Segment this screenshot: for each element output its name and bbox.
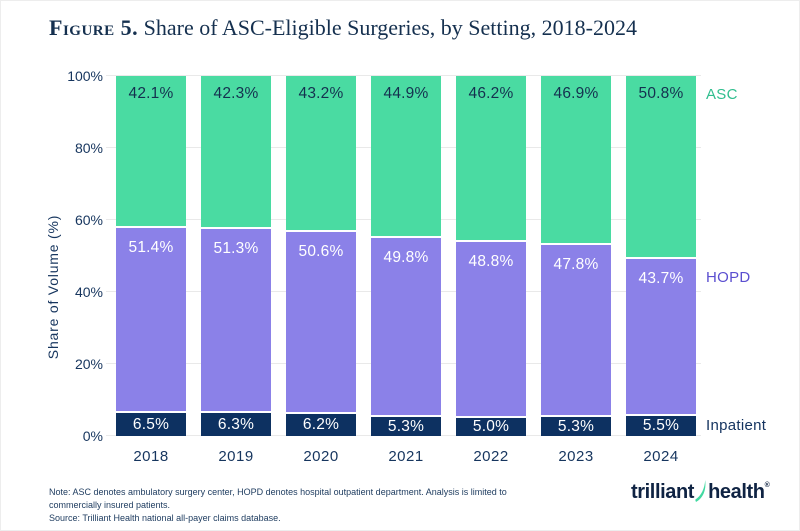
bar-value-label: 49.8% [383, 248, 429, 266]
bar-value-label: 43.7% [638, 269, 684, 287]
gridline-100 [106, 75, 701, 76]
x-tick-label-2020: 2020 [303, 448, 339, 465]
trilliant-health-logo: trilliant health ® [631, 480, 770, 505]
y-tick-label-80: 80% [74, 140, 103, 156]
bar-segment-asc-2024: 50.8% [626, 76, 696, 259]
y-tick-label-20: 20% [74, 356, 103, 372]
bar-2023: 5.3% 47.8% 46.9% [541, 76, 611, 436]
x-tick-label-2018: 2018 [133, 448, 169, 465]
bar-value-label: 50.6% [298, 242, 344, 260]
plot-area: 6.5% 51.4% 42.1% 2018 6.3% 51.3% 42.3% 2019 6.2%… [106, 75, 701, 465]
bar-value-label: 50.8% [638, 85, 684, 103]
bar-segment-hopd-2021: 49.8% [371, 237, 441, 417]
note-line-2: commercially insured patients. [49, 500, 171, 510]
bar-segment-inpatient-2022: 5.0% [456, 418, 526, 436]
logo-swoosh-icon [695, 480, 706, 502]
x-tick-label-2022: 2022 [473, 448, 509, 465]
source-line: Source: Trilliant Health national all-pa… [49, 513, 281, 523]
bar-value-label: 46.9% [553, 85, 599, 103]
bar-value-label: 51.3% [213, 239, 259, 257]
bar-2020: 6.2% 50.6% 43.2% [286, 76, 356, 436]
logo-word-health: health [708, 481, 765, 503]
bar-2022: 5.0% 48.8% 46.2% [456, 76, 526, 436]
bar-value-label: 5.5% [642, 417, 680, 435]
x-tick-label-2023: 2023 [558, 448, 594, 465]
y-tick-label-0: 0% [82, 428, 103, 444]
bar-value-label: 43.2% [298, 85, 344, 103]
note-line-1: Note: ASC denotes ambulatory surgery cen… [49, 487, 507, 497]
bar-value-label: 48.8% [468, 253, 514, 271]
bar-segment-asc-2021: 44.9% [371, 76, 441, 238]
bar-value-label: 5.0% [472, 418, 510, 436]
footnotes: Note: ASC denotes ambulatory surgery cen… [49, 486, 507, 525]
y-tick-label-60: 60% [74, 212, 103, 228]
bar-2021: 5.3% 49.8% 44.9% [371, 76, 441, 436]
x-tick-label-2024: 2024 [643, 448, 679, 465]
logo-word-trilliant: trilliant [631, 481, 695, 503]
y-tick-label-40: 40% [74, 284, 103, 300]
y-tick-label-100: 100% [67, 68, 103, 84]
bar-segment-hopd-2019: 51.3% [201, 228, 271, 414]
bar-value-label: 44.9% [383, 85, 429, 103]
figure-title: Figure 5. Share of ASC-Eligible Surgerie… [49, 15, 637, 41]
bar-2024: 5.5% 43.7% 50.8% [626, 76, 696, 436]
bar-segment-inpatient-2020: 6.2% [286, 413, 356, 436]
legend-inpatient: Inpatient [706, 417, 767, 435]
bar-value-label: 6.2% [302, 416, 340, 434]
bar-value-label: 47.8% [553, 255, 599, 273]
bar-segment-asc-2023: 46.9% [541, 76, 611, 245]
bar-value-label: 51.4% [128, 238, 174, 256]
bar-value-label: 46.2% [468, 85, 514, 103]
bar-segment-inpatient-2018: 6.5% [116, 412, 186, 436]
x-tick-label-2019: 2019 [218, 448, 254, 465]
bar-value-label: 6.3% [217, 415, 255, 433]
bar-segment-asc-2022: 46.2% [456, 76, 526, 243]
bar-2019: 6.3% 51.3% 42.3% [201, 76, 271, 436]
bar-segment-inpatient-2023: 5.3% [541, 416, 611, 436]
bar-2018: 6.5% 51.4% 42.1% [116, 76, 186, 436]
bar-value-label: 5.3% [387, 417, 425, 435]
bar-segment-inpatient-2019: 6.3% [201, 413, 271, 436]
bar-segment-asc-2018: 42.1% [116, 76, 186, 228]
bar-segment-asc-2020: 43.2% [286, 76, 356, 232]
bar-segment-inpatient-2024: 5.5% [626, 416, 696, 436]
bar-segment-hopd-2023: 47.8% [541, 244, 611, 417]
bar-segment-hopd-2024: 43.7% [626, 258, 696, 417]
registered-trademark: ® [764, 482, 770, 489]
bar-segment-hopd-2020: 50.6% [286, 231, 356, 414]
bar-segment-asc-2019: 42.3% [201, 76, 271, 229]
bar-segment-hopd-2022: 48.8% [456, 242, 526, 418]
figure-title-text: Share of ASC-Eligible Surgeries, by Sett… [138, 15, 637, 40]
x-tick-label-2021: 2021 [388, 448, 424, 465]
figure-number: Figure 5. [49, 15, 139, 40]
bar-value-label: 6.5% [132, 415, 170, 433]
legend-asc: ASC [706, 86, 738, 103]
bar-value-label: 5.3% [557, 417, 595, 435]
bar-value-label: 42.3% [213, 85, 259, 103]
bar-segment-hopd-2018: 51.4% [116, 227, 186, 413]
bar-segment-inpatient-2021: 5.3% [371, 416, 441, 436]
legend-hopd: HOPD [706, 268, 751, 286]
bar-value-label: 42.1% [128, 85, 174, 103]
